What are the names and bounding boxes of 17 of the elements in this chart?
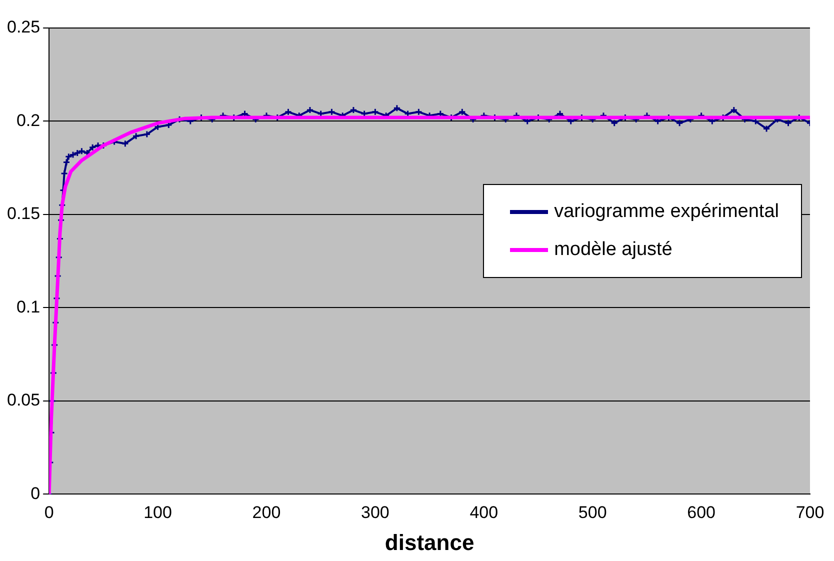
legend-label: modèle ajusté <box>554 239 672 262</box>
y-tick-label: 0 <box>30 484 40 503</box>
x-tick-label: 0 <box>44 503 54 522</box>
y-tick-label: 0.05 <box>6 390 40 410</box>
x-axis-title: distance <box>384 530 474 555</box>
x-tick-label: 700 <box>796 503 824 522</box>
y-tick-label: 0.2 <box>16 110 40 130</box>
y-tick-label: 0.1 <box>16 297 40 316</box>
y-tick-label: 0.15 <box>6 204 40 224</box>
x-tick-label: 400 <box>470 503 498 522</box>
legend-label: variogramme expérimental <box>554 201 779 224</box>
x-tick-label: 100 <box>144 503 172 522</box>
x-tick-label: 500 <box>578 503 607 522</box>
x-tick-label: 200 <box>252 503 281 522</box>
x-tick-label: 300 <box>361 503 390 522</box>
x-tick-label: 600 <box>687 503 716 522</box>
y-tick-label: 0.25 <box>6 18 40 37</box>
